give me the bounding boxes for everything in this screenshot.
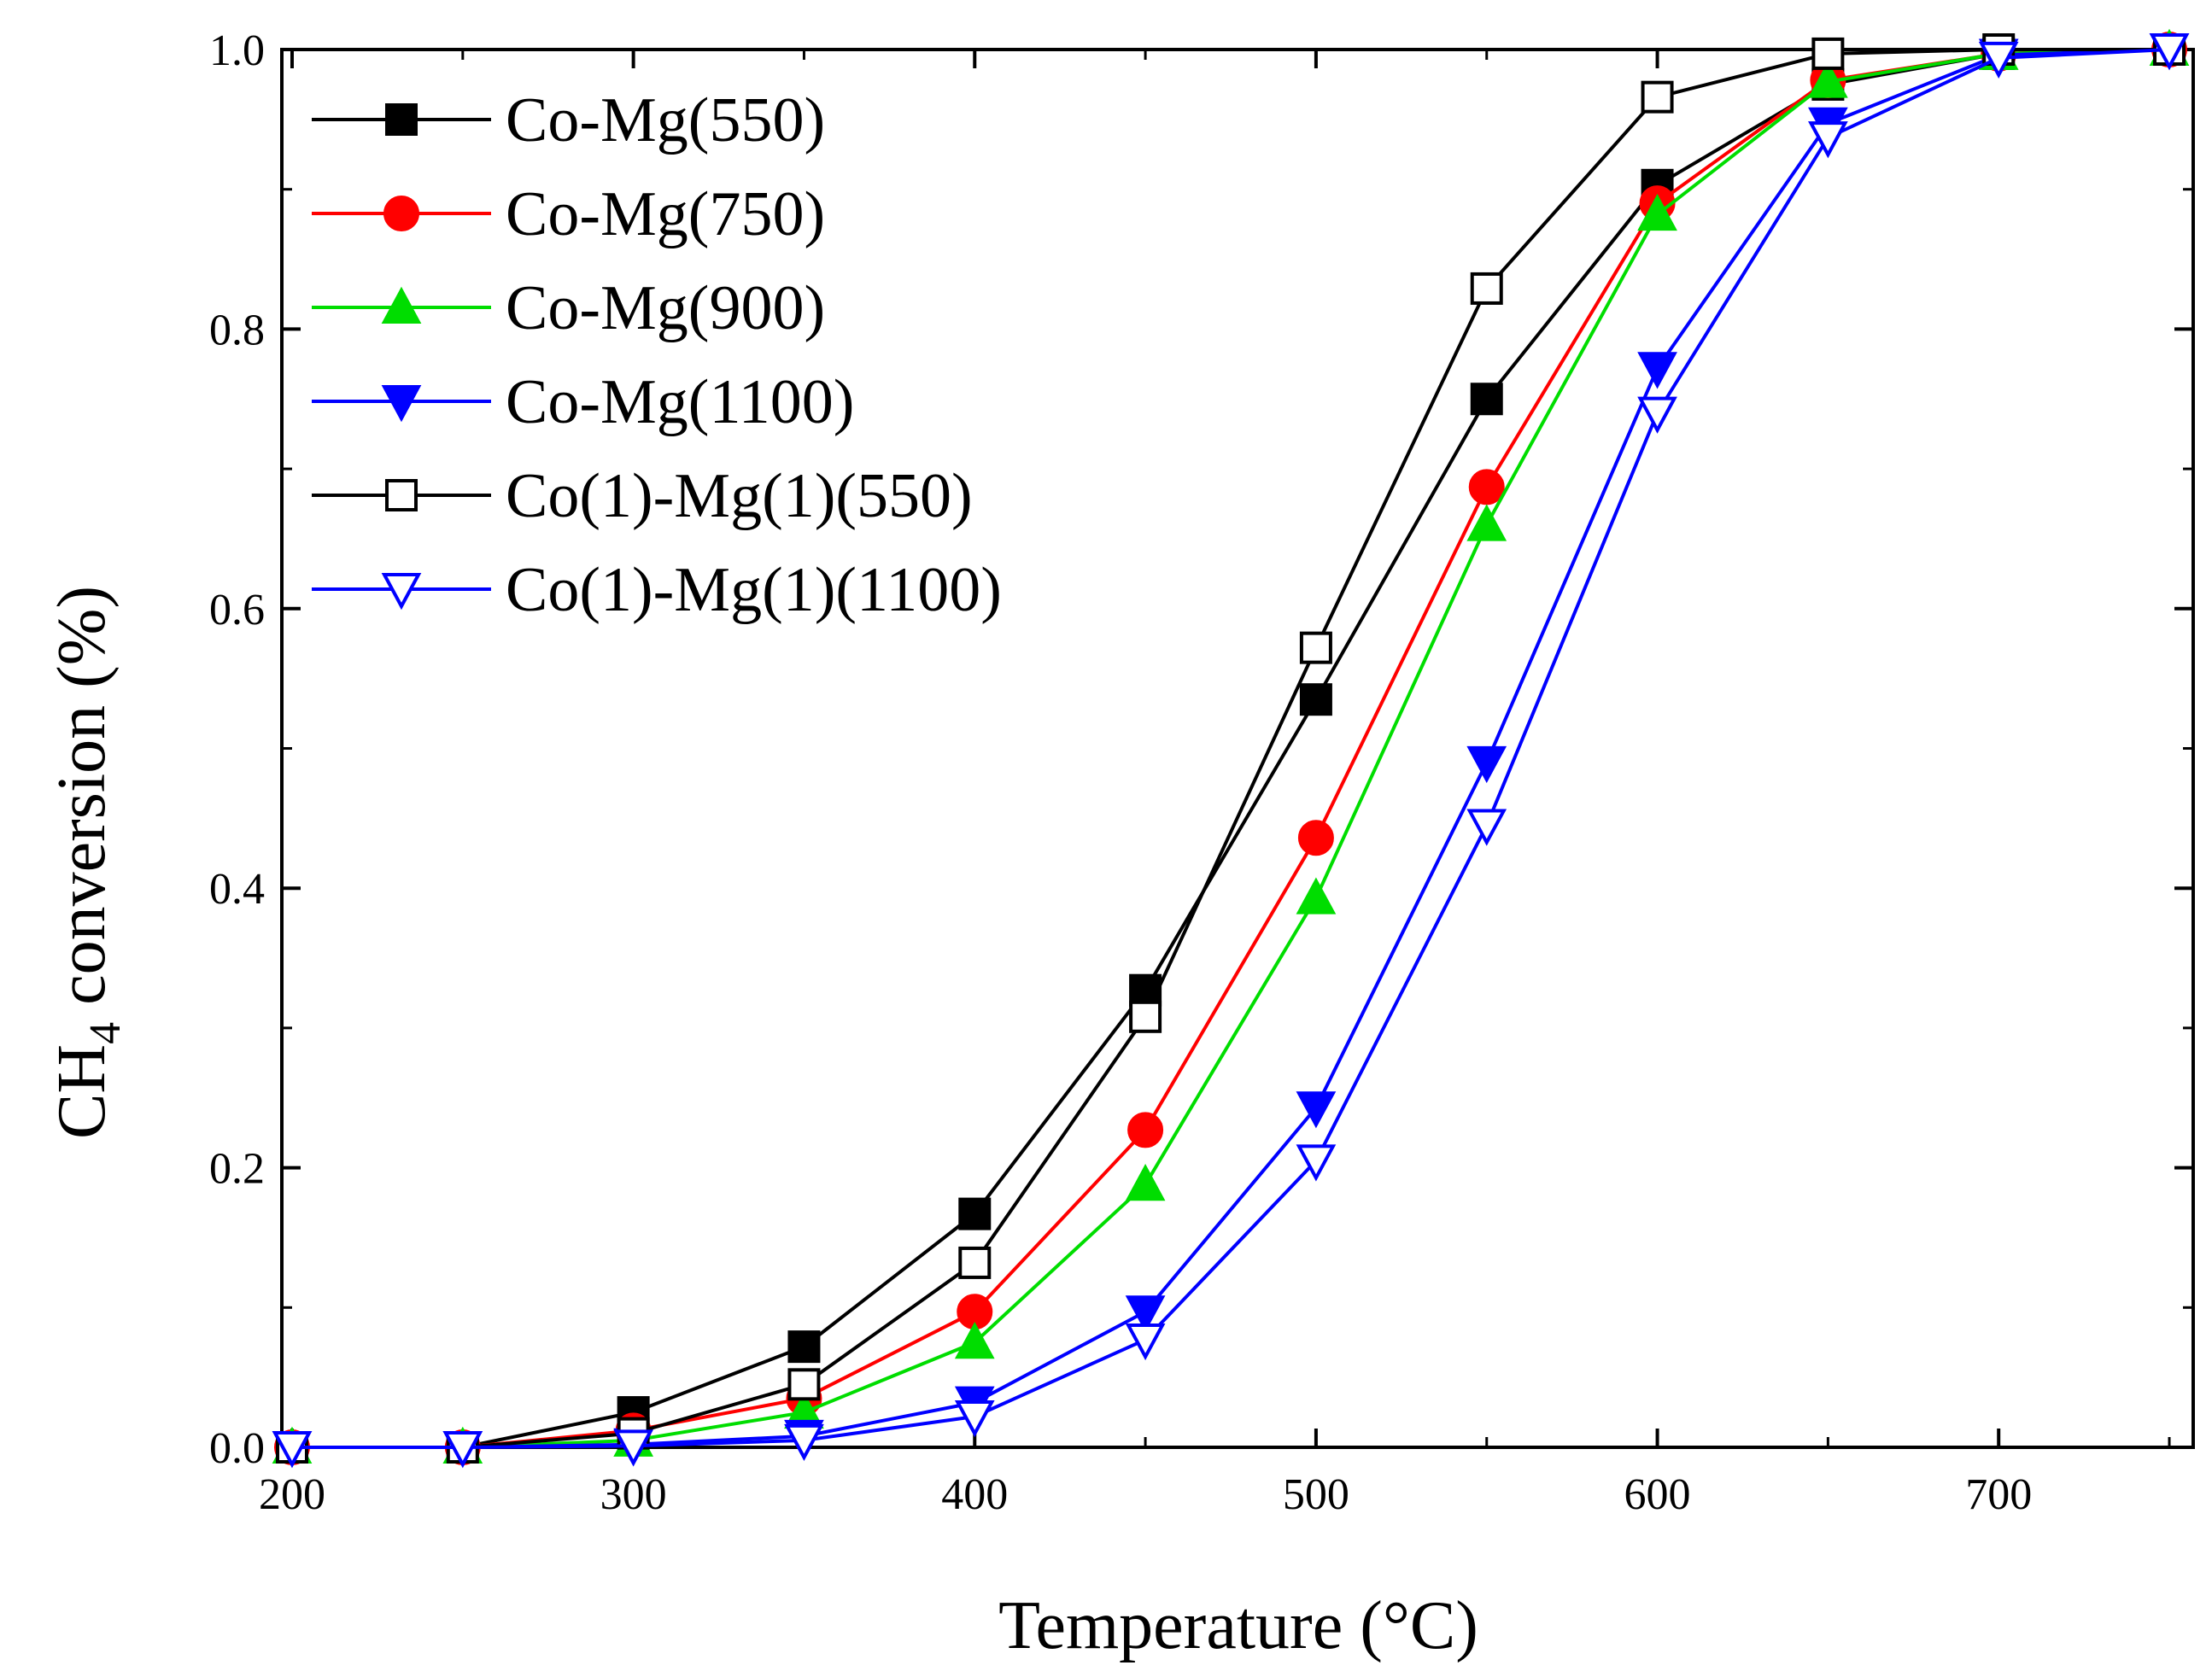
- data-point: [1811, 37, 1845, 70]
- series-line: [291, 48, 2170, 1449]
- y-axis-title-main: CH: [44, 1044, 120, 1139]
- series-layer: [272, 28, 2190, 1469]
- data-point: [1470, 272, 1503, 305]
- legend-label: Co-Mg(750): [506, 179, 825, 249]
- data-point: [272, 1431, 313, 1469]
- data-point: [1296, 877, 1337, 914]
- data-point: [1125, 1164, 1166, 1201]
- data-point: [784, 1423, 824, 1462]
- legend-item-2: Co-Mg(750): [312, 179, 825, 249]
- data-point: [1468, 469, 1505, 505]
- y-tick-label: 0.8: [209, 306, 265, 354]
- data-point: [1127, 1112, 1164, 1148]
- data-point: [954, 1399, 995, 1438]
- legend-marker: [383, 196, 419, 231]
- y-axis-title: CH4 conversion (%): [44, 586, 130, 1139]
- series-6: [272, 33, 2190, 1469]
- x-tick-label: 700: [1965, 1470, 2032, 1519]
- data-point: [442, 1431, 483, 1469]
- data-point: [958, 1197, 992, 1230]
- x-tick-label: 600: [1624, 1470, 1691, 1519]
- data-point: [787, 1330, 821, 1364]
- data-point: [1466, 809, 1507, 846]
- data-point: [1808, 121, 1848, 159]
- x-tick-label: 500: [1283, 1470, 1349, 1519]
- data-point: [1637, 352, 1677, 389]
- series-line: [291, 48, 2170, 1449]
- y-tick-label: 0.6: [209, 586, 265, 634]
- data-point: [1299, 631, 1332, 664]
- series-line: [291, 48, 2170, 1449]
- series-line: [291, 48, 2170, 1449]
- legend-label: Co-Mg(550): [506, 85, 825, 155]
- data-point: [1125, 1323, 1166, 1361]
- data-point: [1978, 41, 2019, 79]
- legend-label: Co(1)-Mg(1)(1100): [506, 555, 1002, 625]
- y-tick-label: 0.4: [209, 865, 265, 914]
- legend-label: Co(1)-Mg(1)(550): [506, 461, 973, 531]
- data-point: [1296, 1091, 1337, 1129]
- data-point: [1637, 396, 1677, 434]
- legend-marker: [381, 385, 422, 423]
- data-point: [1296, 1144, 1337, 1182]
- x-tick-label: 400: [941, 1470, 1008, 1519]
- legend-item-4: Co-Mg(1100): [312, 367, 854, 437]
- data-point: [613, 1429, 653, 1467]
- data-point: [1637, 193, 1677, 231]
- y-axis-title-subscript: 4: [81, 1022, 130, 1044]
- data-point: [1129, 1000, 1162, 1033]
- data-point: [1466, 504, 1507, 541]
- data-point: [2149, 33, 2190, 71]
- data-point: [1641, 80, 1674, 114]
- x-axis-title: Temperature (°C): [998, 1588, 1478, 1663]
- data-point: [787, 1368, 821, 1401]
- data-point: [1808, 61, 1848, 98]
- legend-item-3: Co-Mg(900): [312, 273, 825, 343]
- data-point: [1129, 973, 1162, 1007]
- series-line: [291, 48, 2170, 1449]
- data-point: [1125, 1295, 1166, 1333]
- y-tick-label: 0.2: [209, 1145, 265, 1194]
- data-point: [1470, 383, 1503, 416]
- legend-item-1: Co-Mg(550): [312, 85, 825, 155]
- legend-label: Co-Mg(1100): [506, 367, 854, 437]
- data-point: [1297, 820, 1334, 856]
- legend: Co-Mg(550) Co-Mg(750) Co-Mg(900) Co-Mg(1100…: [312, 85, 1002, 625]
- x-tick-label: 300: [600, 1470, 667, 1519]
- data-point: [1299, 683, 1332, 716]
- plot-area: 200 300 400 500 600 700 0.0 0.2 0.4 0.6 0.8 1.0: [209, 26, 2195, 1519]
- series-line: [291, 48, 2170, 1449]
- legend-marker: [385, 103, 418, 136]
- plot-frame: [280, 48, 2195, 1449]
- y-axis-title-rest: conversion (%): [44, 586, 120, 1022]
- legend-item-5: Co(1)-Mg(1)(550): [312, 461, 973, 531]
- legend-marker: [385, 479, 418, 511]
- legend-marker: [381, 286, 422, 324]
- data-point: [958, 1246, 992, 1279]
- legend-label: Co-Mg(900): [506, 273, 825, 343]
- legend-marker: [381, 573, 422, 611]
- data-point: [954, 1322, 995, 1359]
- y-tick-label: 0.0: [209, 1424, 265, 1473]
- y-tick-label: 1.0: [209, 26, 265, 75]
- x-tick-label: 200: [259, 1470, 325, 1519]
- data-point: [1466, 745, 1507, 784]
- legend-item-6: Co(1)-Mg(1)(1100): [312, 555, 1002, 625]
